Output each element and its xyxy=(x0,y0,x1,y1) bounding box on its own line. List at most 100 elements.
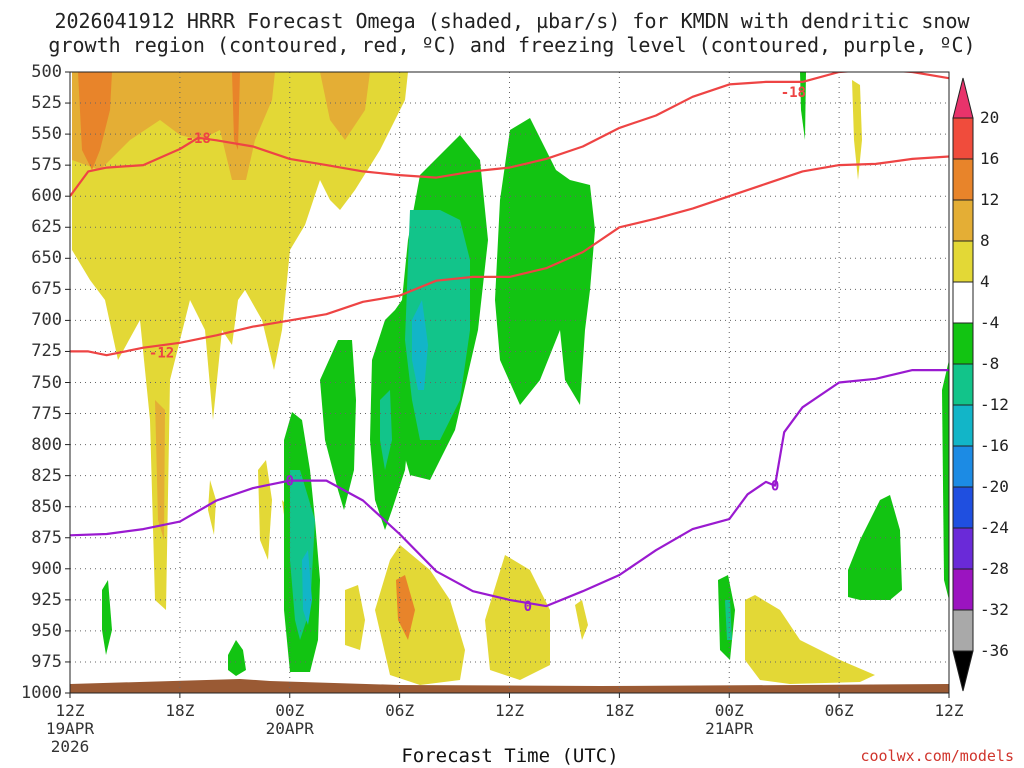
y-tick-label: 775 xyxy=(31,403,62,424)
colorbar-bottom-arrow xyxy=(952,650,974,692)
y-tick-label: 850 xyxy=(31,496,62,517)
colorbar-label: 16 xyxy=(980,149,1000,168)
colorbar-label: -12 xyxy=(980,395,1009,414)
green-omega-region xyxy=(495,118,595,405)
colorbar xyxy=(952,77,974,692)
blue-omega-region xyxy=(412,300,428,390)
colorbar-label: -16 xyxy=(980,436,1009,455)
positive-omega-region xyxy=(208,480,216,535)
y-tick-label: 600 xyxy=(31,186,62,207)
x-axis-title: Forecast Time (UTC) xyxy=(401,745,619,767)
positive-omega-region xyxy=(745,595,875,684)
y-tick-label: 800 xyxy=(31,434,62,455)
y-tick-label: 725 xyxy=(31,341,62,362)
green-omega-region xyxy=(320,340,356,510)
x-date-label: 20APR xyxy=(265,719,314,738)
contour-label: 0 xyxy=(524,599,532,615)
y-tick-label: 975 xyxy=(31,651,62,672)
y-tick-label: 925 xyxy=(31,589,62,610)
y-tick-label: 825 xyxy=(31,465,62,486)
colorbar-label: -8 xyxy=(980,354,1000,373)
y-tick-label: 500 xyxy=(31,62,62,82)
positive-omega-region xyxy=(852,80,862,180)
freezing-level-line xyxy=(70,369,949,608)
colorbar-label: 8 xyxy=(980,231,990,250)
x-tick-label: 06Z xyxy=(824,701,854,720)
teal-omega-region xyxy=(725,600,732,640)
x-tick-label: 12Z xyxy=(495,701,524,720)
green-omega-region xyxy=(228,640,246,676)
dark_orange-omega-region xyxy=(396,575,415,640)
x-year-label: 2026 xyxy=(50,737,90,756)
green-omega-region xyxy=(942,360,949,600)
contour-label: 0 xyxy=(771,479,779,495)
green-omega-region xyxy=(848,495,902,600)
contour-label: -18 xyxy=(781,85,806,101)
x-tick-label: 00Z xyxy=(275,701,305,720)
green-omega-region xyxy=(800,72,806,140)
colorbar-segment xyxy=(952,281,974,324)
positive-omega-region xyxy=(485,555,550,680)
orange-omega-region xyxy=(320,72,370,140)
colorbar-label: -32 xyxy=(980,600,1009,619)
y-tick-label: 675 xyxy=(31,279,62,300)
y-tick-label: 1000 xyxy=(21,683,62,703)
y-tick-label: 575 xyxy=(31,155,62,176)
y-tick-label: 700 xyxy=(31,310,62,331)
omega-shading xyxy=(72,72,949,685)
contour-label: -18 xyxy=(186,131,211,147)
colorbar-segment xyxy=(952,363,974,406)
y-tick-label: 625 xyxy=(31,217,62,238)
x-tick-label: 12Z xyxy=(55,701,85,720)
x-date-label: 21APR xyxy=(705,719,754,738)
colorbar-label: -24 xyxy=(980,518,1009,537)
colorbar-segment xyxy=(952,527,974,570)
colorbar-label: -36 xyxy=(980,641,1009,660)
y-tick-label: 875 xyxy=(31,527,62,548)
x-tick-label: 12Z xyxy=(934,701,964,720)
positive-omega-region xyxy=(258,460,272,560)
dark_orange-omega-region xyxy=(232,72,240,150)
y-tick-label: 900 xyxy=(31,558,62,579)
contour-label: 0 xyxy=(286,474,294,490)
colorbar-label: 20 xyxy=(980,108,1000,127)
isotherm-minus-12-line xyxy=(70,155,949,357)
teal-omega-region xyxy=(380,390,392,470)
colorbar-segment xyxy=(952,322,974,365)
orange-omega-region xyxy=(155,400,165,540)
isotherm-minus-18-line xyxy=(70,72,949,197)
colorbar-label: 4 xyxy=(980,272,990,291)
y-tick-label: 950 xyxy=(31,620,62,641)
colorbar-segment xyxy=(952,404,974,447)
y-tick-label: 650 xyxy=(31,248,62,269)
colorbar-segment xyxy=(952,117,974,160)
colorbar-label: -28 xyxy=(980,559,1009,578)
positive-omega-region xyxy=(375,545,465,685)
credit-link[interactable]: coolwx.com/models xyxy=(860,747,1014,765)
colorbar-segment xyxy=(952,158,974,201)
green-omega-region xyxy=(102,580,112,655)
colorbar-segment xyxy=(952,445,974,488)
colorbar-label: -20 xyxy=(980,477,1009,496)
dark_orange-omega-region xyxy=(78,72,112,170)
blue-omega-region xyxy=(302,550,312,625)
plot-frame xyxy=(69,71,950,694)
colorbar-segment xyxy=(952,486,974,529)
y-tick-label: 750 xyxy=(31,372,62,393)
y-tick-label: 550 xyxy=(31,124,62,145)
colorbar-segment xyxy=(952,609,974,652)
chart-title-line-2: growth region (contoured, red, ºC) and f… xyxy=(48,33,976,57)
chart-title-line-1: 2026041912 HRRR Forecast Omega (shaded, … xyxy=(54,9,970,33)
colorbar-segment xyxy=(952,199,974,242)
colorbar-segment xyxy=(952,568,974,611)
colorbar-segment xyxy=(952,240,974,283)
colorbar-top-arrow xyxy=(952,77,974,119)
x-tick-label: 18Z xyxy=(165,701,195,720)
contour-label: -12 xyxy=(149,346,174,362)
x-date-label: 19APR xyxy=(45,719,95,738)
positive-omega-region xyxy=(575,600,588,640)
y-tick-label: 525 xyxy=(31,93,62,114)
x-tick-label: 00Z xyxy=(714,701,744,720)
positive-omega-region xyxy=(345,585,365,650)
